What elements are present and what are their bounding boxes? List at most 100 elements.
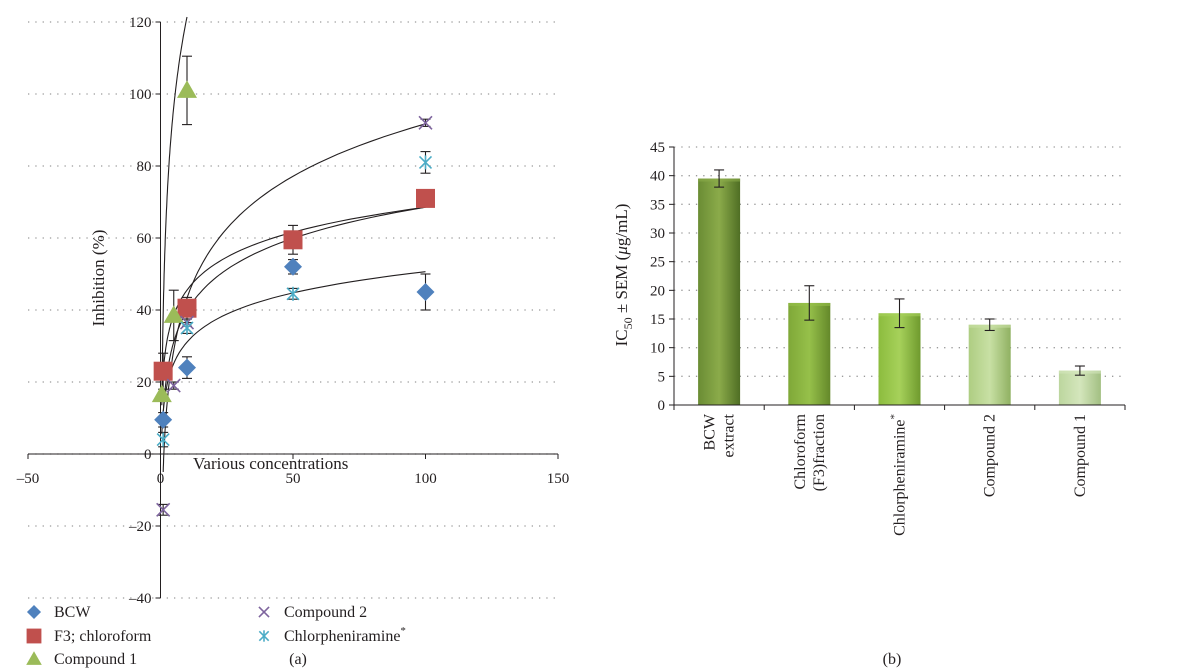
a-data-point <box>163 305 184 323</box>
a-data-point <box>180 321 194 335</box>
b-category-label: Compound 2 <box>982 414 999 497</box>
b-ylabel-unit: g/mL) <box>612 204 631 247</box>
diamond-marker <box>178 358 196 377</box>
a-legend-label-text: Compound 1 <box>54 651 137 668</box>
b-category-label: Compound 1 <box>1072 414 1089 497</box>
square-marker <box>26 628 42 644</box>
a-data-point <box>178 358 196 377</box>
a-legend-marker <box>26 651 42 665</box>
b-bars <box>698 178 1101 405</box>
a-data-point <box>177 80 197 98</box>
a-x-tick-label: –50 <box>16 471 40 487</box>
b-error-bars <box>714 169 1085 376</box>
a-data-point <box>166 378 181 393</box>
a-data-points <box>151 80 435 517</box>
b-category-label-line: Compound 1 <box>1072 414 1089 497</box>
b-y-tick-label: 10 <box>650 341 665 357</box>
a-axes <box>27 21 559 599</box>
a-data-point <box>151 384 172 403</box>
a-legend-item: Compound 2 <box>258 604 367 621</box>
b-category-label-line: Compound 2 <box>982 414 999 497</box>
b-bar <box>878 313 921 405</box>
a-x-axis-label: Various concentrations <box>193 454 348 473</box>
a-legend-item: BCW <box>26 604 91 621</box>
square-marker <box>283 230 303 250</box>
b-category-label-line: BCW <box>702 413 719 450</box>
a-legend-label: Compound 2 <box>284 604 367 621</box>
a-legend-marker <box>258 606 270 618</box>
b-ylabel-mu: μ <box>612 246 631 256</box>
a-legend-marker <box>26 628 42 644</box>
a-y-tick-label: 20 <box>137 375 152 391</box>
a-legend-label: Chlorpheniramine* <box>284 625 406 645</box>
a-legend-superscript: * <box>400 625 406 637</box>
b-bar <box>968 324 1011 405</box>
a-data-point <box>418 115 433 130</box>
b-bar <box>698 178 741 405</box>
triangle-marker <box>26 651 42 665</box>
a-legend-label: Compound 1 <box>54 651 137 668</box>
a-legend-marker <box>26 604 42 620</box>
b-ylabel-rest: ± SEM ( <box>612 254 631 317</box>
triangle-marker <box>151 384 172 403</box>
a-data-point <box>286 286 300 301</box>
b-y-axis-label: IC50 ± SEM (μg/mL) <box>612 204 635 347</box>
b-y-tick-label: 20 <box>650 283 665 299</box>
x-marker-stroke <box>418 115 433 130</box>
a-data-point <box>153 361 173 381</box>
triangle-marker <box>177 80 197 98</box>
a-data-point <box>177 298 197 318</box>
a-x-tick-label: 50 <box>286 471 301 487</box>
a-y-tick-label: 120 <box>129 15 152 31</box>
b-category-label-line: extract <box>721 413 738 457</box>
b-category-label: Chloroform (F3)fraction <box>792 413 828 491</box>
square-marker <box>177 298 197 318</box>
a-trendline <box>161 16 188 406</box>
a-x-tick-label: 0 <box>157 471 165 487</box>
square-marker <box>416 188 435 208</box>
a-y-tick-label: 100 <box>129 87 152 103</box>
square-marker <box>153 361 173 381</box>
b-category-label: BCW extract <box>702 413 738 457</box>
b-category-label-line: Chlorpheniramine <box>892 420 909 536</box>
diamond-marker <box>416 283 435 301</box>
b-y-tick-label: 30 <box>650 226 665 242</box>
b-category-labels: BCW extract Chloroform (F3)fraction Chlorphe… <box>702 413 1089 536</box>
a-y-tick-label: 40 <box>137 303 152 319</box>
a-y-tick-label: 80 <box>137 159 152 175</box>
a-x-tick-label: 150 <box>547 471 570 487</box>
b-panel-label: (b) <box>883 651 902 668</box>
a-y-axis-label: Inhibition (%) <box>89 230 108 327</box>
b-y-tick-label: 40 <box>650 169 665 185</box>
b-ylabel-main: IC <box>612 329 631 346</box>
b-category-label-line: (F3)fraction <box>811 414 828 491</box>
a-legend-item: Compound 1 <box>26 651 137 668</box>
a-y-tick-label: 60 <box>137 231 152 247</box>
a-y-tick-label: –20 <box>128 519 152 535</box>
a-legend-item: Chlorpheniramine* <box>258 625 406 645</box>
a-y-tick-label: –40 <box>128 591 152 607</box>
a-data-point <box>156 502 171 517</box>
a-legend-label-text: F3; chloroform <box>54 628 152 645</box>
diamond-marker <box>284 257 302 276</box>
a-legend: BCW Compound 2 F3; chloroform Chlorpheniram… <box>26 604 406 668</box>
a-trendline <box>162 123 426 473</box>
a-legend-label: BCW <box>54 604 91 621</box>
a-data-point <box>416 283 435 301</box>
b-y-tick-label: 35 <box>650 197 665 213</box>
b-category-label: Chlorpheniramine* <box>889 414 909 536</box>
b-tick-labels: 0 5 10 15 20 25 30 35 40 45 <box>650 140 665 414</box>
a-data-point <box>418 155 433 170</box>
a-data-point <box>416 188 435 208</box>
a-legend-label-text: Compound 2 <box>284 604 367 621</box>
panel-a-scatter-chart: –40 –20 0 20 40 60 80 100 120 –50 0 50 100 150 Variou… <box>16 15 570 668</box>
b-axes <box>669 146 1126 410</box>
a-data-point <box>283 230 303 250</box>
b-ylabel-sub: 50 <box>621 317 635 329</box>
a-error-bars <box>158 55 431 516</box>
triangle-marker <box>163 305 184 323</box>
b-bar <box>1058 370 1101 405</box>
a-data-point <box>284 257 302 276</box>
a-panel-label: (a) <box>289 651 307 668</box>
